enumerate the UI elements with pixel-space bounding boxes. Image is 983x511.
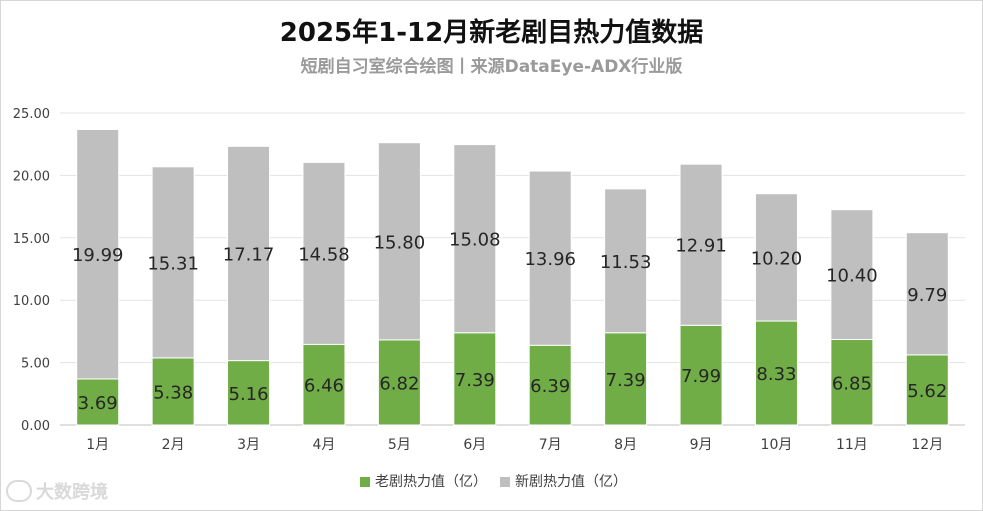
data-label-new: 14.58 bbox=[298, 244, 350, 265]
data-label-old: 7.39 bbox=[606, 370, 646, 391]
bar-new-4 bbox=[302, 161, 346, 345]
data-label-new: 15.08 bbox=[449, 230, 501, 251]
bar-new-10 bbox=[754, 193, 798, 322]
legend-swatch-1 bbox=[360, 477, 370, 487]
legend-swatch-2 bbox=[500, 477, 510, 487]
chart-title: 2025年1-12月新老剧目热力值数据 bbox=[279, 18, 704, 48]
data-label-old: 8.33 bbox=[756, 364, 796, 385]
data-label-new: 13.96 bbox=[524, 249, 576, 270]
x-tick-label: 5月 bbox=[388, 437, 411, 453]
y-tick-label: 15.00 bbox=[13, 232, 50, 247]
x-tick-label: 9月 bbox=[690, 437, 713, 453]
bar-old-12 bbox=[905, 354, 949, 426]
data-label-old: 3.69 bbox=[78, 393, 118, 414]
bar-new-3 bbox=[227, 145, 271, 362]
y-tick-label: 5.00 bbox=[21, 357, 50, 372]
bar-new-2 bbox=[151, 166, 195, 359]
bar-new-6 bbox=[453, 144, 497, 334]
y-tick-label: 25.00 bbox=[13, 107, 50, 122]
data-label-old: 6.82 bbox=[379, 373, 419, 394]
data-label-new: 15.31 bbox=[147, 253, 199, 274]
bar-old-6 bbox=[453, 332, 497, 426]
data-label-old: 6.39 bbox=[530, 376, 570, 397]
x-tick-label: 11月 bbox=[836, 437, 868, 453]
data-label-old: 5.38 bbox=[153, 382, 193, 403]
data-label-new: 15.80 bbox=[374, 232, 426, 253]
bar-old-3 bbox=[227, 360, 271, 426]
data-label-old: 7.39 bbox=[455, 370, 495, 391]
data-label-old: 7.99 bbox=[681, 366, 721, 387]
data-label-new: 10.40 bbox=[826, 266, 878, 287]
x-tick-label: 2月 bbox=[162, 437, 185, 453]
x-tick-label: 7月 bbox=[539, 437, 562, 453]
bar-old-11 bbox=[830, 339, 874, 426]
data-label-old: 6.85 bbox=[832, 373, 872, 394]
bar-new-9 bbox=[679, 163, 723, 326]
data-label-new: 12.91 bbox=[675, 236, 727, 257]
legend-label-1: 老剧热力值（亿） bbox=[375, 474, 487, 490]
y-tick-label: 0.00 bbox=[21, 419, 50, 434]
data-label-old: 5.16 bbox=[229, 384, 269, 405]
y-tick-label: 10.00 bbox=[13, 294, 50, 309]
bar-old-7 bbox=[528, 344, 572, 426]
data-label-new: 10.20 bbox=[751, 248, 803, 269]
data-label-new: 11.53 bbox=[600, 252, 652, 273]
data-label-old: 5.62 bbox=[907, 381, 947, 402]
chart-subtitle: 短剧自习室综合绘图丨来源DataEye-ADX行业版 bbox=[300, 57, 683, 77]
bar-new-5 bbox=[377, 142, 421, 341]
bar-old-8 bbox=[604, 332, 648, 426]
x-tick-label: 6月 bbox=[463, 437, 486, 453]
bar-old-10 bbox=[754, 320, 798, 426]
x-tick-label: 12月 bbox=[911, 437, 943, 453]
data-label-new: 9.79 bbox=[907, 285, 947, 306]
y-tick-label: 20.00 bbox=[13, 169, 50, 184]
data-label-old: 6.46 bbox=[304, 376, 344, 397]
x-tick-label: 1月 bbox=[86, 437, 109, 453]
x-tick-label: 8月 bbox=[614, 437, 637, 453]
legend-label-2: 新剧热力值（亿） bbox=[515, 474, 627, 490]
bar-new-8 bbox=[604, 188, 648, 334]
data-label-new: 19.99 bbox=[72, 245, 124, 266]
bar-old-2 bbox=[151, 357, 195, 426]
bar-new-12 bbox=[905, 232, 949, 356]
data-label-new: 17.17 bbox=[223, 244, 275, 265]
bar-old-9 bbox=[679, 324, 723, 426]
bar-old-1 bbox=[76, 378, 120, 426]
x-tick-label: 3月 bbox=[237, 437, 260, 453]
watermark: 大数跨境 bbox=[6, 478, 108, 504]
bar-new-11 bbox=[830, 209, 874, 341]
watermark-text: 大数跨境 bbox=[36, 482, 108, 503]
watermark-logo-icon bbox=[6, 480, 32, 502]
bar-old-5 bbox=[377, 339, 421, 426]
bar-new-7 bbox=[528, 170, 572, 346]
x-tick-label: 4月 bbox=[312, 437, 335, 453]
x-tick-label: 10月 bbox=[761, 437, 793, 453]
bar-new-1 bbox=[76, 128, 120, 380]
